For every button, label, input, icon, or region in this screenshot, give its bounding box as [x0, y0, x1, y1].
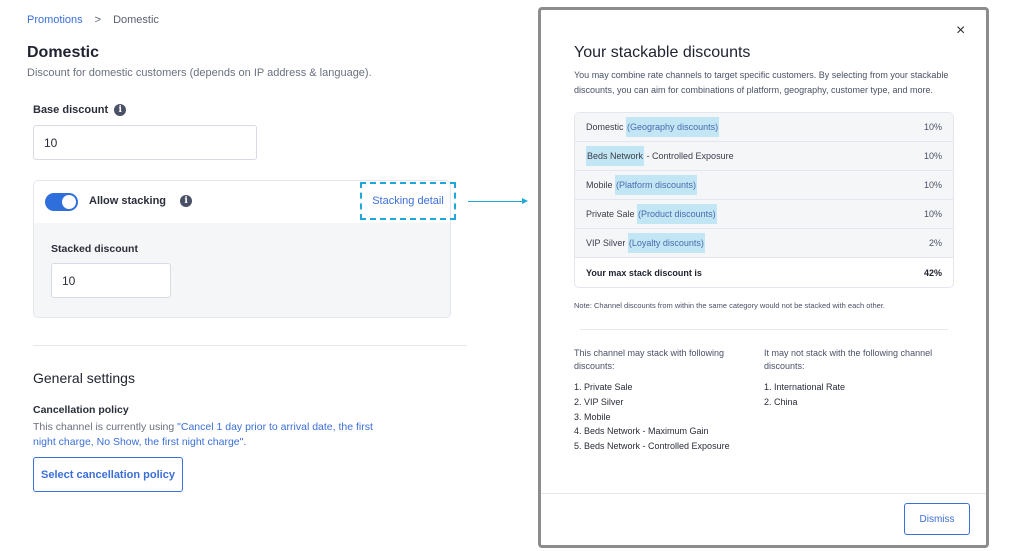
section-divider — [33, 345, 467, 346]
total-value: 42% — [923, 267, 942, 278]
may-stack-header: This channel may stack with following di… — [574, 348, 725, 371]
row-value: 2% — [928, 238, 942, 248]
stacked-discount-label: Stacked discount — [51, 243, 138, 255]
row-category: (Geography discounts) — [626, 117, 720, 137]
list-item: 3. Mobile — [574, 411, 611, 422]
list-item: 5. Beds Network - Controlled Exposure — [574, 441, 730, 452]
modal-divider — [580, 329, 948, 330]
may-stack-list: This channel may stack with following di… — [574, 347, 754, 454]
total-label: Your max stack discount is — [586, 267, 702, 278]
base-discount-label-text: Base discount — [33, 104, 109, 116]
row-value: 10% — [923, 180, 942, 190]
allow-stacking-toggle[interactable] — [45, 193, 78, 211]
breadcrumb: Promotions > Domestic — [27, 14, 159, 26]
row-name: Private Sale — [586, 209, 635, 219]
row-value: 10% — [923, 151, 942, 161]
row-name: Beds Network — [586, 146, 645, 166]
stacking-detail-link[interactable]: Stacking detail — [360, 182, 456, 220]
row-category: (Product discounts) — [637, 204, 717, 224]
may-not-header: It may not stack with the following chan… — [764, 348, 933, 371]
general-settings-title: General settings — [33, 370, 135, 386]
list-item: 2. VIP Silver — [574, 396, 624, 407]
allow-stacking-label: Allow stacking — [89, 195, 167, 207]
table-row: Mobile (Platform discounts) 10% — [575, 171, 953, 200]
row-value: 10% — [923, 122, 942, 132]
table-row: Domestic (Geography discounts) 10% — [575, 113, 953, 142]
breadcrumb-current: Domestic — [113, 14, 159, 26]
policy-value: "Cancel 1 day prior to arrival date, the… — [33, 421, 373, 448]
row-suffix: - Controlled Exposure — [644, 151, 734, 161]
info-icon[interactable]: i — [180, 195, 193, 207]
stacked-discount-input[interactable]: 10 — [51, 263, 171, 298]
list-item: 1. International Rate — [764, 382, 846, 392]
row-name: VIP Silver — [586, 238, 626, 248]
row-name: Domestic — [586, 122, 624, 132]
annotation-arrow — [468, 198, 528, 204]
cancellation-policy-text: This channel is currently using "Cancel … — [33, 420, 373, 450]
total-row: Your max stack discount is 42% — [575, 258, 953, 287]
row-category: (Platform discounts) — [615, 175, 698, 195]
list-item: 2. China — [764, 396, 798, 407]
row-category: (Loyalty discounts) — [627, 233, 705, 253]
list-item: 1. Private Sale — [574, 382, 633, 392]
row-value: 10% — [923, 209, 942, 219]
stacking-detail-text: Stacking detail — [372, 195, 444, 207]
info-icon[interactable]: i — [114, 104, 127, 116]
policy-prefix: This channel is currently using — [33, 421, 178, 433]
modal-description: You may combine rate channels to target … — [574, 70, 949, 95]
table-row: Beds Network - Controlled Exposure 10% — [575, 142, 953, 171]
dismiss-button[interactable]: Dismiss — [904, 503, 970, 535]
modal-note: Note: Channel discounts from within the … — [574, 301, 886, 310]
table-row: Private Sale (Product discounts) 10% — [575, 200, 953, 229]
modal-title: Your stackable discounts — [574, 44, 751, 61]
discount-table: Domestic (Geography discounts) 10% Beds N… — [574, 112, 954, 288]
close-icon[interactable]: × — [956, 22, 966, 39]
row-name: Mobile — [586, 180, 613, 190]
base-discount-input[interactable]: 10 — [33, 125, 257, 160]
stacking-card: Allow stacking i Stacked discount 10 — [33, 180, 451, 318]
modal-footer-divider — [541, 493, 986, 494]
page-title: Domestic — [27, 44, 100, 61]
breadcrumb-promotions[interactable]: Promotions — [27, 14, 83, 26]
may-not-stack-list: It may not stack with the following chan… — [764, 347, 949, 410]
base-discount-label: Base discount i — [33, 104, 127, 116]
list-item: 4. Beds Network - Maximum Gain — [574, 426, 709, 437]
cancellation-policy-label: Cancellation policy — [33, 404, 129, 416]
select-cancellation-policy-button[interactable]: Select cancellation policy — [33, 457, 183, 492]
page-subtitle: Discount for domestic customers (depends… — [27, 67, 372, 79]
table-row: VIP Silver (Loyalty discounts) 2% — [575, 229, 953, 258]
breadcrumb-separator: > — [94, 14, 102, 26]
